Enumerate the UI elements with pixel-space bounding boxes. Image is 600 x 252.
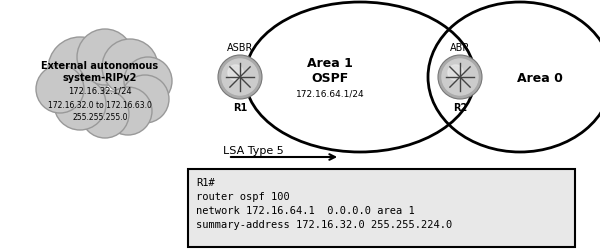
- Circle shape: [48, 38, 112, 102]
- Text: R1#
router ospf 100
network 172.16.64.1  0.0.0.0 area 1
summary-address 172.16.3: R1# router ospf 100 network 172.16.64.1 …: [196, 177, 452, 229]
- Text: system-RIPv2: system-RIPv2: [63, 73, 137, 83]
- Circle shape: [448, 66, 463, 81]
- Circle shape: [102, 40, 158, 96]
- Text: ABR: ABR: [450, 43, 470, 53]
- Circle shape: [54, 79, 106, 131]
- Text: LSA Type 5: LSA Type 5: [223, 145, 284, 155]
- Circle shape: [104, 88, 152, 136]
- FancyBboxPatch shape: [188, 169, 575, 247]
- Circle shape: [124, 58, 172, 106]
- Text: 172.16.64.1/24: 172.16.64.1/24: [296, 89, 364, 98]
- Circle shape: [438, 56, 482, 100]
- Circle shape: [77, 30, 133, 86]
- Text: External autonomous: External autonomous: [41, 61, 158, 71]
- Circle shape: [228, 66, 244, 81]
- Circle shape: [81, 91, 129, 138]
- Text: Area 0: Area 0: [517, 71, 563, 84]
- Text: 255.255.255.0: 255.255.255.0: [72, 113, 128, 122]
- Text: R1: R1: [233, 103, 247, 113]
- Circle shape: [222, 60, 258, 96]
- Circle shape: [218, 56, 262, 100]
- Text: ASBR: ASBR: [227, 43, 253, 53]
- Text: Area 1: Area 1: [307, 56, 353, 69]
- Circle shape: [121, 76, 169, 123]
- Text: OSPF: OSPF: [311, 71, 349, 84]
- Text: R2: R2: [453, 103, 467, 113]
- Text: 172.16.32.1/24: 172.16.32.1/24: [68, 86, 132, 95]
- Text: 172.16.32.0 to 172.16.63.0: 172.16.32.0 to 172.16.63.0: [48, 101, 152, 110]
- Circle shape: [442, 60, 478, 96]
- Circle shape: [36, 66, 84, 114]
